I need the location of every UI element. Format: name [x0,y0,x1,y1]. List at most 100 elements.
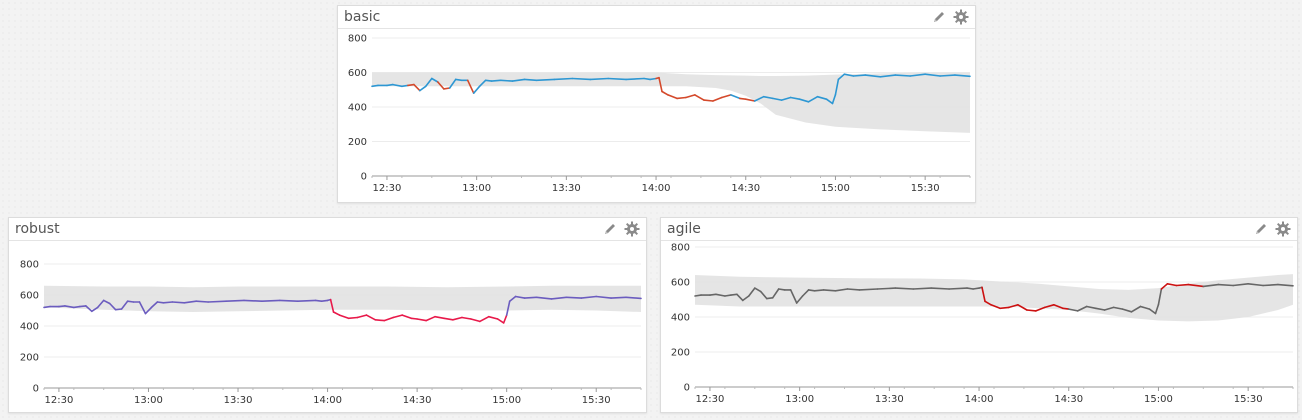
series-segment [1157,288,1163,306]
series-segment [715,293,726,297]
anomaly-segment [410,317,418,320]
series-segment [296,299,317,302]
series-segment [724,294,732,297]
y-tick-label: 600 [671,278,690,289]
x-tick-label: 15:00 [821,183,850,194]
anomaly-segment [338,314,350,320]
y-tick-label: 200 [20,353,39,364]
anomaly-segment [981,286,986,303]
pencil-icon[interactable] [931,9,947,25]
anomaly-segment [416,318,427,322]
series-segment [742,295,750,302]
panel-tools [931,9,969,25]
series-segment [1094,307,1106,311]
series-segment [729,94,741,100]
series-segment [694,294,702,297]
series-segment [535,296,553,300]
series-segment [508,295,517,302]
series-segment [789,96,801,100]
x-tick-label: 13:00 [785,394,814,405]
series-segment [195,300,209,303]
series-segment [58,305,66,308]
series-segment [1121,308,1133,313]
anomaly-segment [1026,309,1037,312]
anomaly-segment [712,96,723,102]
series-segment [730,293,738,296]
series-segment [816,95,828,100]
panel-basic: basic 0 200 400 600 800 12:30 13:00 13:30 14:00 1… [337,5,976,203]
x-tick-label: 15:30 [1234,394,1263,405]
expected-range-band [44,285,641,312]
series-segment [96,299,105,309]
series-segment [909,73,926,77]
x-tick-label: 13:30 [552,183,581,194]
y-tick-label: 400 [20,322,39,333]
series-segment [243,299,263,302]
series-segment [780,96,792,101]
series-segment [846,288,861,291]
series-segment [207,300,227,303]
series-segment [144,306,153,315]
series-segment [278,299,299,302]
y-tick-label: 0 [361,172,367,183]
panel-robust: robust 0 200 400 600 800 12:30 13:00 13:30 14:00… [8,217,647,413]
series-segment [120,300,129,310]
series-segment [595,295,612,299]
anomaly-segment [356,314,368,319]
series-segment [43,305,51,309]
series-segment [771,97,783,101]
series-segment [822,289,837,292]
anomaly-segment [332,311,341,316]
series-segment [954,74,971,78]
series-segment [108,302,117,311]
pencil-icon[interactable] [602,221,618,237]
series-segment [138,301,147,315]
gear-icon[interactable] [953,9,969,25]
anomaly-segment [443,317,454,321]
series-segment [837,73,846,81]
anomaly-segment [661,90,669,96]
series-segment [425,77,433,88]
series-segment [314,299,323,302]
anomaly-segment [347,316,359,320]
anomaly-segment [1017,304,1028,311]
x-tick-label: 13:30 [875,394,904,405]
anomaly-segment [694,94,705,101]
gear-icon[interactable] [624,221,640,237]
series-segment [1154,304,1160,315]
x-tick-label: 15:00 [1144,394,1173,405]
panel-header: basic [338,6,975,29]
series-segment [156,301,165,304]
series-segment [795,295,804,304]
anomaly-segment [374,319,386,322]
series-segment [798,98,810,103]
anomaly-segment [502,314,508,324]
anomaly-segment [329,298,335,313]
series-segment [183,300,197,304]
series-segment [801,289,810,297]
x-tick-label: 12:30 [696,394,725,405]
series-segment [85,305,93,313]
anomaly-segment [685,94,696,99]
y-tick-label: 200 [671,348,690,359]
anomaly-segment [1035,306,1046,312]
series-segment [825,98,834,105]
series-segment [813,289,825,292]
anomaly-segment [466,79,475,94]
series-segment [807,95,819,103]
series-segment [114,308,123,311]
series-segment [843,73,855,77]
pencil-icon[interactable] [1253,221,1269,237]
anomaly-segment [1175,283,1190,287]
x-tick-label: 13:30 [224,395,253,406]
series-segment [571,77,592,81]
gear-icon[interactable] [1275,221,1291,237]
series-segment [1103,306,1115,311]
x-tick-label: 14:30 [1054,394,1083,405]
x-tick-label: 14:30 [403,395,432,406]
series-segment [565,296,583,299]
anomaly-segment [990,304,1001,310]
y-tick-label: 200 [348,137,367,148]
series-segment [371,84,379,88]
series-segment [834,78,840,96]
